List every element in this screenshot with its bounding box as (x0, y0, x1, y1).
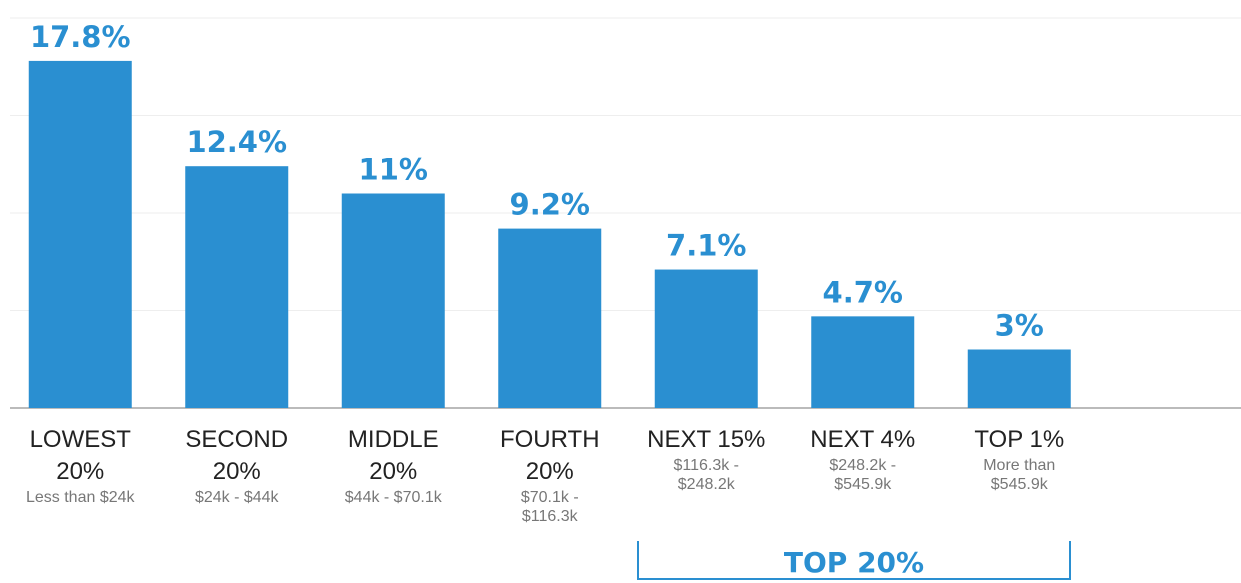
value-label: 9.2% (510, 188, 590, 222)
bar (967, 349, 1071, 408)
x-sublabel: $44k - $70.1k (344, 489, 442, 506)
bar (811, 316, 915, 408)
value-label: 11% (359, 153, 428, 187)
bar (498, 228, 602, 408)
x-tick-label: LOWEST 20% (29, 426, 131, 485)
annotation: TOP 20% (783, 546, 925, 579)
bar (654, 269, 758, 408)
x-tick-label: SECOND 20% (185, 426, 289, 485)
x-sublabel: $70.1k - $116.3k (520, 489, 579, 525)
x-tick-label: NEXT 15% (647, 426, 766, 453)
bar (28, 60, 132, 409)
x-sublabel: $24k - $44k (194, 489, 279, 506)
x-tick-label: NEXT 4% (810, 426, 916, 453)
value-label: 3% (995, 309, 1044, 343)
x-sublabel: $248.2k - $545.9k (829, 457, 897, 493)
x-tick-label: FOURTH 20% (499, 426, 600, 485)
value-label: 12.4% (186, 125, 287, 159)
value-label: 7.1% (666, 229, 746, 263)
bar (341, 193, 445, 408)
bracket (637, 541, 1071, 580)
x-sublabel: More than $545.9k (983, 457, 1056, 493)
x-sublabel: Less than $24k (25, 489, 135, 506)
bar (185, 166, 289, 408)
x-sublabel: $116.3k - $248.2k (673, 457, 740, 493)
value-label: 17.8% (30, 20, 131, 54)
x-tick-label: TOP 1% (974, 426, 1065, 453)
x-tick-label: MIDDLE 20% (347, 426, 439, 485)
value-label: 4.7% (823, 275, 903, 309)
